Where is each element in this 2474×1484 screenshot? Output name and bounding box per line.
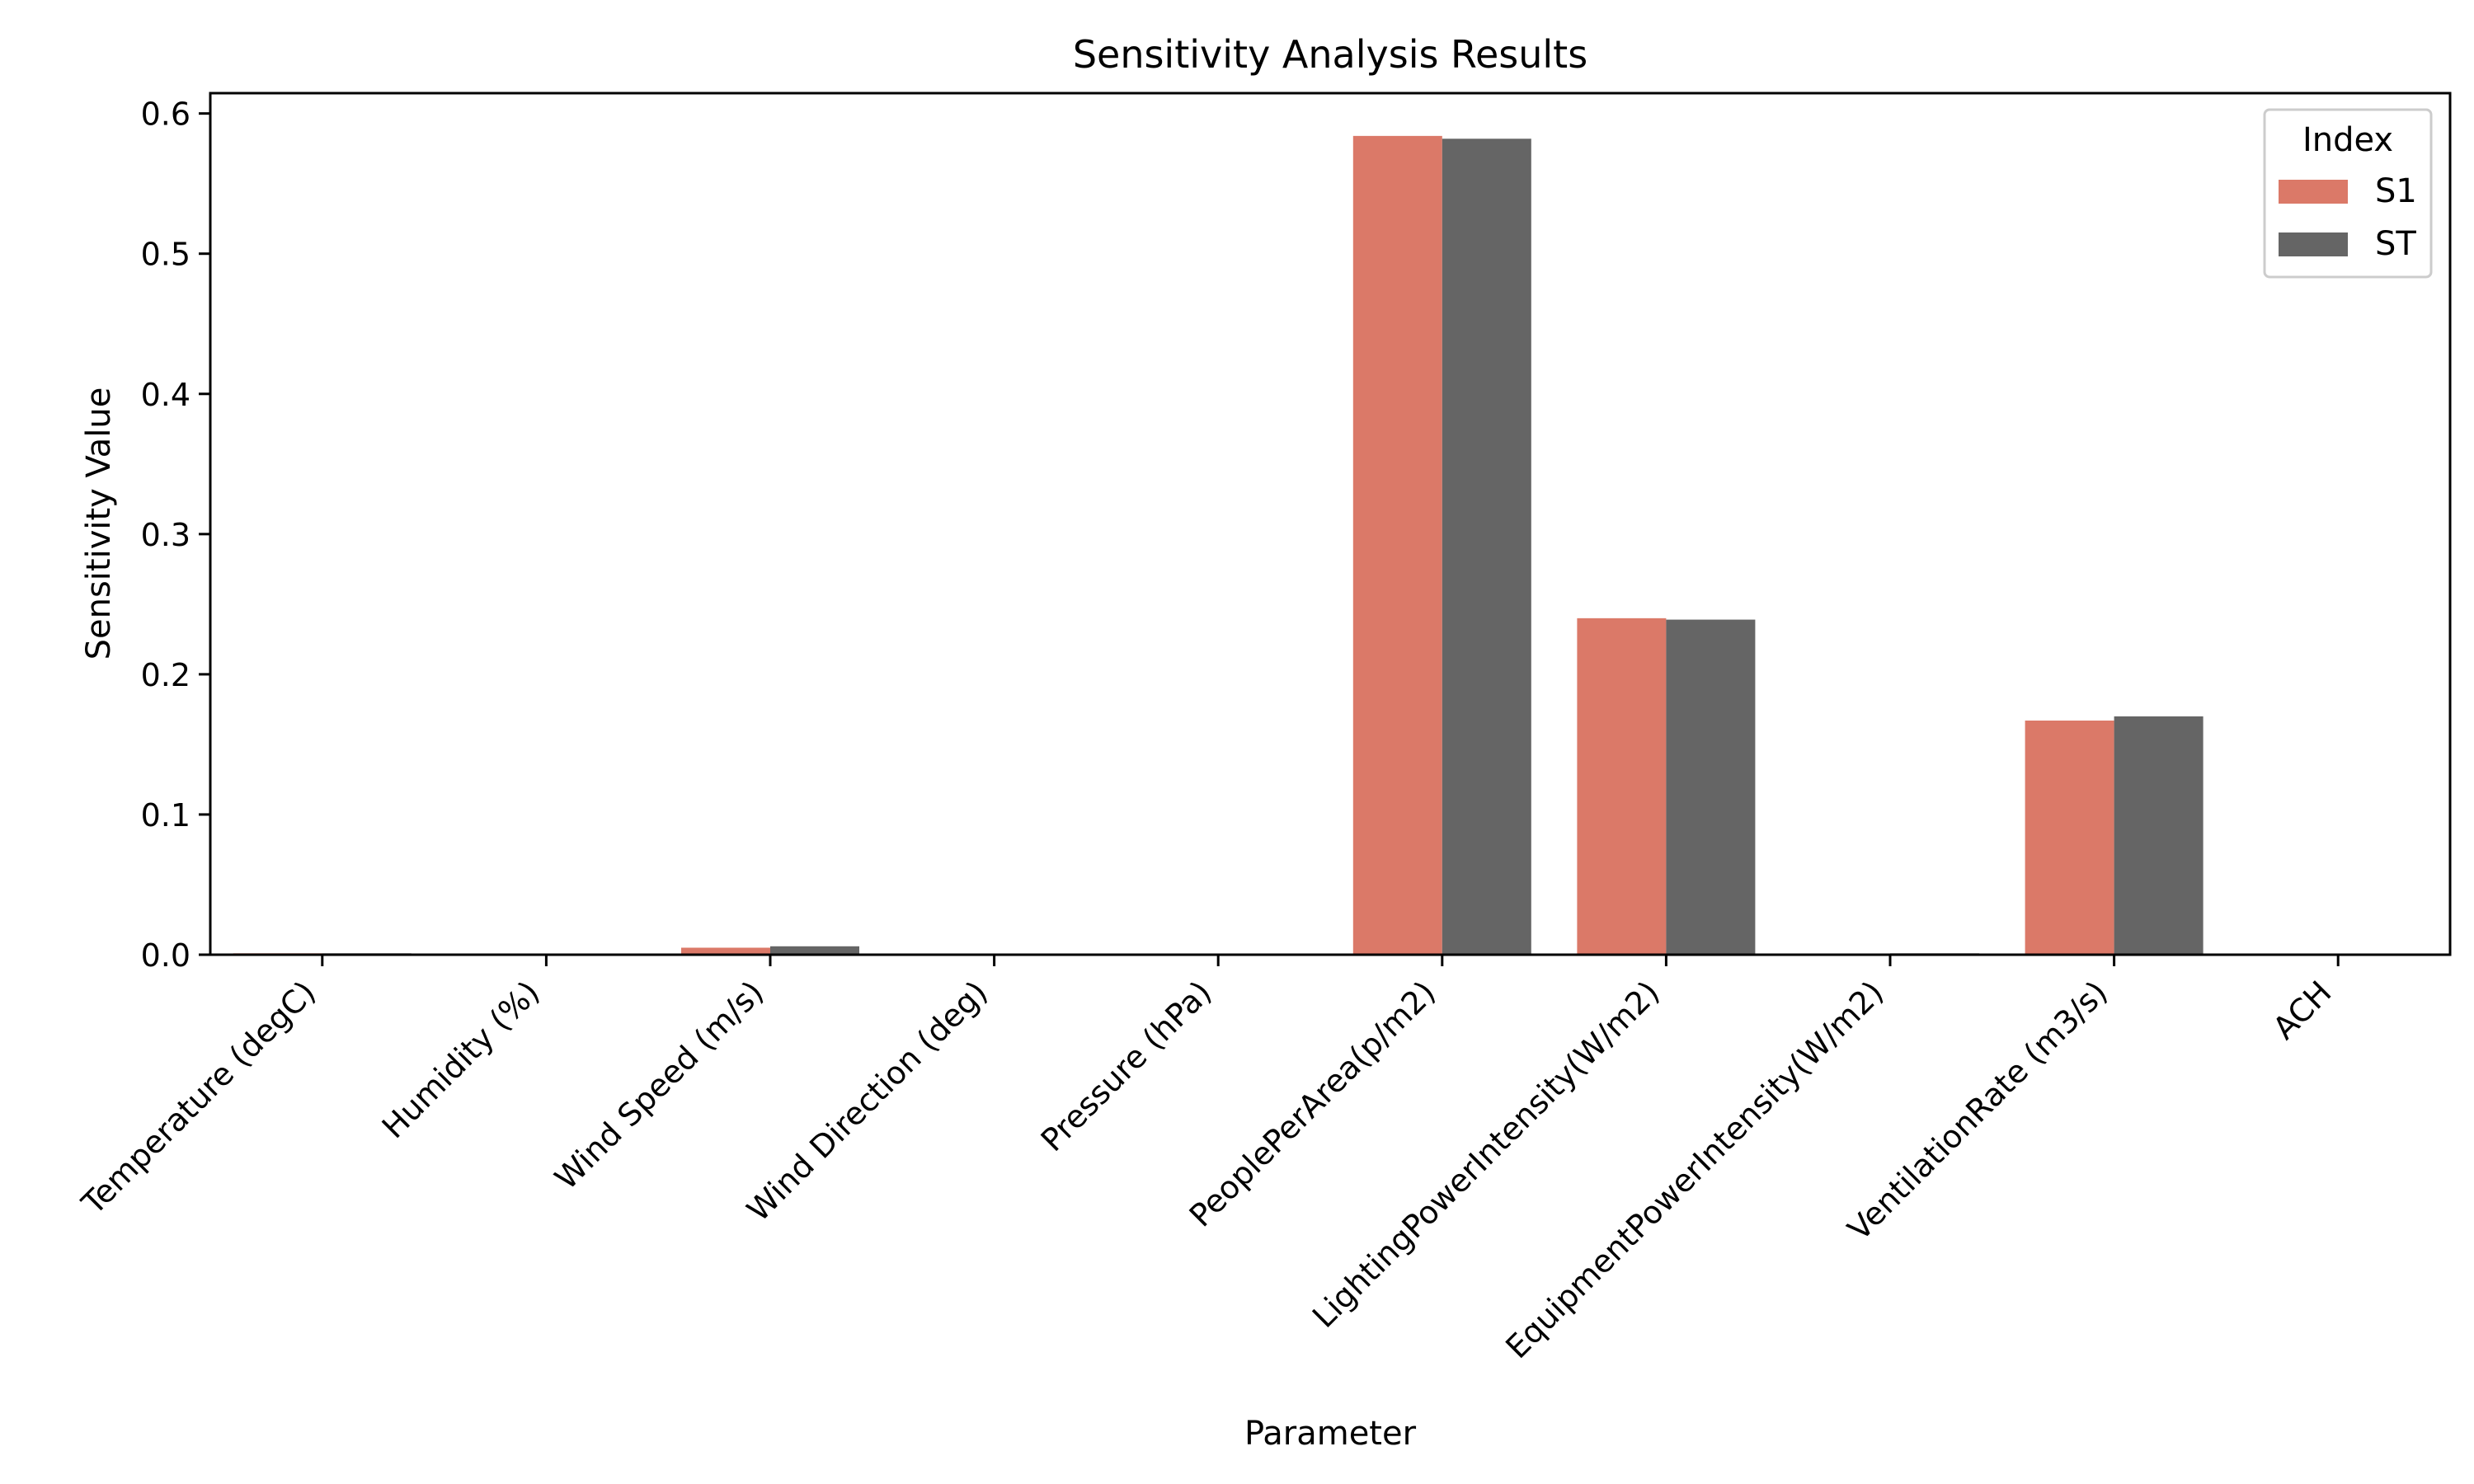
bar-s1 <box>1577 618 1667 955</box>
bar-s1 <box>681 947 770 955</box>
y-tick-label: 0.0 <box>141 937 190 974</box>
y-axis: 0.0 0.1 0.2 0.3 0.4 0.5 0.6 <box>141 96 210 974</box>
y-axis-label: Sensitivity Value <box>80 387 118 660</box>
bars-layer <box>233 135 2204 956</box>
y-tick-label: 0.4 <box>141 377 190 413</box>
x-axis: Temperature (degC) Humidity (%) Wind Speed… <box>74 955 2340 1365</box>
x-tick-label: PeoplePerArea(p/m2) <box>1183 974 1442 1233</box>
chart-title: Sensitivity Analysis Results <box>1073 32 1587 77</box>
y-tick-label: 0.5 <box>141 237 190 273</box>
legend-swatch-s1 <box>2279 180 2348 204</box>
bar-st <box>770 946 859 955</box>
x-tick-label: Pressure (hPa) <box>1034 974 1219 1158</box>
y-tick-label: 0.6 <box>141 96 190 133</box>
x-axis-label: Parameter <box>1244 1415 1417 1453</box>
x-tick-label: ACH <box>2266 974 2339 1046</box>
legend-title: Index <box>2302 121 2393 159</box>
bar-st <box>1442 139 1531 956</box>
legend-swatch-st <box>2279 232 2348 256</box>
x-tick-label: EquipmentPowerIntensity(W/m2) <box>1498 974 1890 1365</box>
y-tick-label: 0.1 <box>141 797 190 834</box>
x-tick-label: VentilationRate (m3/s) <box>1841 974 2114 1247</box>
bar-s1 <box>1352 135 1442 955</box>
legend-label-s1: S1 <box>2375 172 2417 210</box>
x-tick-label: Wind Speed (m/s) <box>548 974 770 1196</box>
y-tick-label: 0.2 <box>141 657 190 693</box>
plot-frame <box>209 92 2452 956</box>
bar-st <box>2114 716 2204 955</box>
legend-label-st: ST <box>2375 225 2416 263</box>
y-tick-label: 0.3 <box>141 517 190 553</box>
x-tick-label: Temperature (degC) <box>74 974 322 1222</box>
legend: Index S1 ST <box>2263 108 2433 279</box>
x-tick-label: Wind Direction (deg) <box>740 974 995 1228</box>
bar-st <box>1666 619 1756 955</box>
x-tick-label: LightingPowerIntensity(W/m2) <box>1305 974 1667 1335</box>
x-tick-label: Humidity (%) <box>375 974 547 1145</box>
bar-s1 <box>2025 721 2114 955</box>
